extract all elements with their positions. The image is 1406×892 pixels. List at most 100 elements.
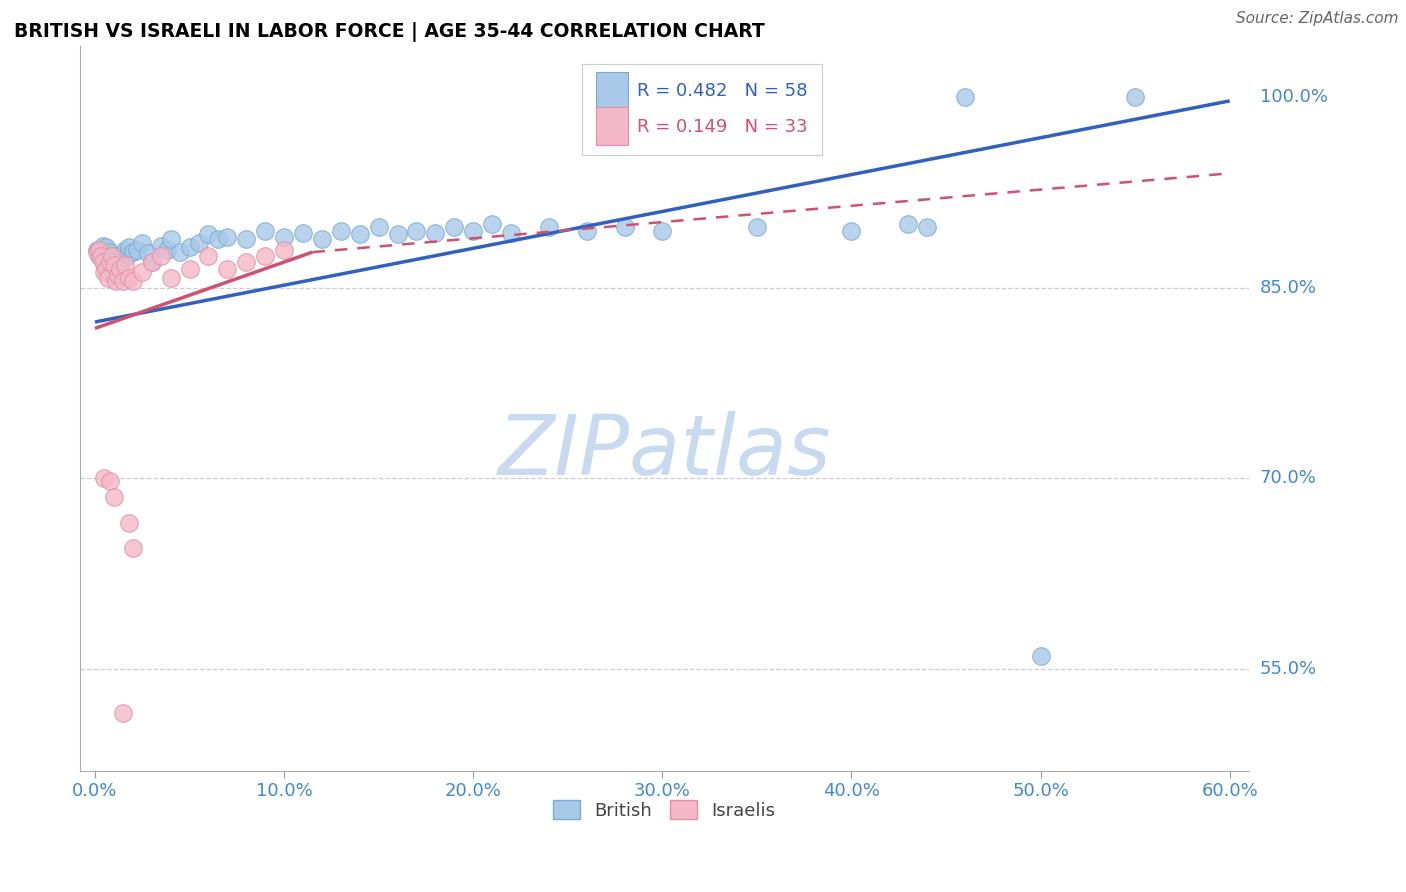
Point	[125, 243, 148, 257]
Point	[235, 255, 257, 269]
Point	[91, 255, 114, 269]
Point	[112, 274, 135, 288]
Text: BRITISH VS ISRAELI IN LABOR FORCE | AGE 35-44 CORRELATION CHART: BRITISH VS ISRAELI IN LABOR FORCE | AGE …	[14, 22, 765, 42]
Point	[87, 249, 110, 263]
Point	[197, 227, 219, 242]
Text: R = 0.482   N = 58: R = 0.482 N = 58	[637, 82, 808, 100]
Point	[254, 223, 277, 237]
Text: 70.0%: 70.0%	[1260, 469, 1316, 487]
Point	[101, 268, 124, 282]
Point	[108, 258, 131, 272]
Point	[537, 219, 560, 234]
Point	[273, 243, 295, 257]
Point	[150, 239, 173, 253]
Point	[104, 274, 127, 288]
Point	[136, 246, 159, 260]
Point	[745, 219, 768, 234]
Point	[387, 227, 409, 242]
Point	[103, 491, 125, 505]
Point	[367, 219, 389, 234]
Point	[235, 232, 257, 246]
Text: ZIPatlas: ZIPatlas	[498, 411, 831, 492]
Point	[188, 236, 211, 251]
Point	[273, 230, 295, 244]
Point	[217, 261, 239, 276]
Point	[93, 265, 115, 279]
Point	[156, 243, 179, 257]
Point	[150, 249, 173, 263]
Point	[915, 219, 938, 234]
Point	[103, 258, 125, 272]
Point	[481, 217, 503, 231]
Point	[86, 245, 108, 260]
Point	[254, 249, 277, 263]
Point	[179, 261, 201, 276]
Point	[425, 226, 447, 240]
Point	[96, 240, 118, 254]
Point	[98, 474, 121, 488]
Point	[897, 217, 920, 231]
Text: 85.0%: 85.0%	[1260, 278, 1317, 297]
Point	[115, 249, 138, 263]
Point	[101, 249, 124, 263]
Point	[107, 255, 129, 269]
Point	[104, 265, 127, 279]
Point	[141, 255, 163, 269]
Point	[110, 252, 132, 266]
Point	[97, 261, 120, 276]
Text: 100.0%: 100.0%	[1260, 88, 1327, 106]
Point	[349, 227, 371, 242]
Point	[463, 223, 485, 237]
Point	[159, 232, 181, 246]
Point	[1123, 90, 1146, 104]
Point	[108, 261, 131, 276]
Point	[651, 223, 673, 237]
Point	[121, 245, 143, 260]
Text: R = 0.149   N = 33: R = 0.149 N = 33	[637, 119, 808, 136]
FancyBboxPatch shape	[596, 72, 628, 110]
Point	[179, 240, 201, 254]
Point	[131, 236, 153, 251]
Point	[118, 516, 141, 530]
Point	[93, 471, 115, 485]
Point	[98, 255, 121, 269]
Point	[197, 249, 219, 263]
Point	[131, 265, 153, 279]
FancyBboxPatch shape	[596, 107, 628, 145]
Point	[118, 270, 141, 285]
Point	[443, 219, 465, 234]
Point	[86, 243, 108, 257]
Point	[90, 245, 112, 260]
Point	[291, 226, 314, 240]
Point	[207, 232, 229, 246]
Point	[169, 245, 191, 260]
Point	[118, 240, 141, 254]
Point	[1029, 649, 1052, 664]
Point	[114, 258, 136, 272]
Point	[90, 249, 112, 263]
Point	[107, 268, 129, 282]
Point	[217, 230, 239, 244]
Point	[613, 219, 636, 234]
Point	[121, 541, 143, 556]
Point	[329, 223, 352, 237]
Point	[121, 274, 143, 288]
Point	[98, 245, 121, 260]
Point	[91, 239, 114, 253]
Point	[841, 223, 863, 237]
Point	[97, 270, 120, 285]
Point	[499, 226, 522, 240]
Point	[93, 255, 115, 269]
Text: 55.0%: 55.0%	[1260, 660, 1317, 678]
Text: Source: ZipAtlas.com: Source: ZipAtlas.com	[1236, 11, 1399, 26]
Point	[141, 255, 163, 269]
Point	[159, 270, 181, 285]
Point	[405, 223, 427, 237]
Point	[103, 249, 125, 263]
Point	[311, 232, 333, 246]
Point	[114, 243, 136, 257]
Point	[112, 706, 135, 721]
Point	[96, 261, 118, 276]
Point	[87, 243, 110, 257]
FancyBboxPatch shape	[582, 64, 823, 155]
